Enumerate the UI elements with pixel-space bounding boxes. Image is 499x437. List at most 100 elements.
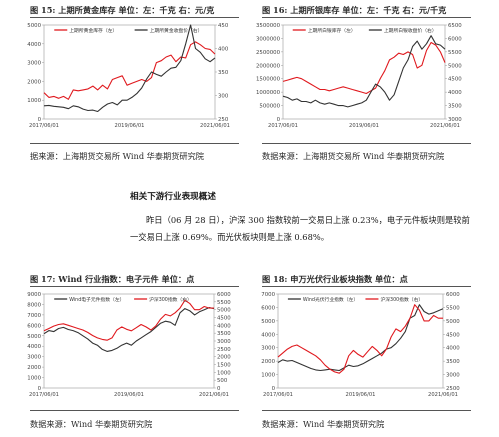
x-tick-label: 2021/06/01	[200, 123, 230, 129]
x-tick-label: 2021/06/01	[428, 392, 458, 398]
y-right-tick-label: 4500	[448, 77, 462, 83]
chart-photovoltaic: 0 1000 2000 3000 4000 5000 6000 7000 2500 3000 350…	[261, 292, 460, 398]
legend-label-2: 沪深300指数（右）	[149, 296, 192, 303]
y-right-tick-label: 2000	[217, 355, 231, 361]
figure-15-title: 图 15: 上期所黄金库存 单位：左：千克 右：元/克	[30, 5, 215, 15]
y-right-tick-label: 6000	[446, 292, 460, 298]
y-left-tick-label: 9000	[27, 292, 41, 298]
plot-frame	[43, 293, 215, 389]
y-left-tick-label: 7000	[27, 313, 41, 319]
figure-16-bottom-rule	[262, 143, 471, 144]
series-line-2	[277, 304, 443, 374]
y-left-tick-label: 2000	[261, 359, 275, 365]
x-tick-label: 2017/06/01	[268, 123, 298, 129]
y-right-tick-label: 5500	[446, 305, 460, 311]
series-line-1	[282, 41, 446, 95]
y-left-tick-label: 4000	[27, 344, 41, 350]
figure-18-title: 图 18: 申万光伏行业板块指数 单位：点	[262, 274, 408, 284]
y-right-tick-label: 3500	[217, 331, 231, 337]
x-tick-label: 2021/06/01	[199, 392, 229, 398]
y-left-tick-label: 5000	[27, 23, 41, 29]
y-right-tick-label: 5500	[448, 50, 462, 56]
y-right-tick-label: 3000	[448, 117, 462, 123]
y-right-tick-label: 4000	[448, 90, 462, 96]
y-right-tick-label: 4500	[446, 332, 460, 338]
x-tick-label: 2017/06/01	[29, 123, 59, 129]
y-right-tick-label: 4000	[446, 346, 460, 352]
figure-17-bottom-rule	[30, 410, 239, 411]
y-right-tick-label: 1500	[217, 363, 231, 369]
figure-18-title-rule	[262, 286, 471, 287]
y-left-tick-label: 1500000	[256, 77, 281, 83]
legend-label-1: 上期所白银库存（左）	[308, 27, 356, 34]
y-right-tick-label: 5000	[446, 319, 460, 325]
y-right-tick-label: 5000	[217, 308, 231, 314]
series-line-2	[282, 35, 446, 108]
y-right-tick-label: 3500	[448, 104, 462, 110]
y-left-tick-label: 2000	[27, 79, 41, 85]
y-left-tick-label: 4000	[27, 42, 41, 48]
y-left-tick-label: 1000000	[256, 90, 281, 96]
legend-label-1: 上期所黄金库存（左）	[69, 27, 117, 34]
y-left-tick-label: 1000	[27, 98, 41, 104]
x-tick-label: 2017/06/01	[263, 392, 293, 398]
y-right-tick-label: 6000	[448, 36, 462, 42]
y-right-tick-label: 6500	[448, 23, 462, 29]
x-tick-label: 2019/06/01	[115, 123, 145, 129]
legend-label-1: Wind电子元件指数（左）	[69, 296, 124, 303]
y-left-tick-label: 2500000	[256, 50, 281, 56]
figure-16-title-rule	[262, 17, 471, 18]
y-left-tick-label: 5000	[261, 319, 275, 325]
legend-label-2: 上期所白银收盘价（右）	[384, 27, 437, 34]
series-line-1	[43, 41, 216, 100]
figure-18-bottom-rule	[262, 410, 471, 411]
x-tick-label: 2019/06/01	[349, 123, 379, 129]
figure-17-source: 数据来源：Wind 华泰期货研究院	[30, 419, 153, 429]
y-left-tick-label: 6000	[261, 305, 275, 311]
plot-frame	[43, 24, 216, 120]
legend-label-2: 沪深300指数（右）	[380, 296, 423, 303]
figure-17-title: 图 17: Wind 行业指数：电子元件 单位：点	[30, 274, 195, 284]
y-left-tick-label: 0	[38, 117, 42, 123]
y-right-tick-label: 3500	[446, 359, 460, 365]
y-right-tick-label: 1000	[217, 370, 231, 376]
y-left-tick-label: 1000	[261, 373, 275, 379]
y-right-tick-label: 5000	[448, 63, 462, 69]
y-left-tick-label: 7000	[261, 292, 275, 298]
y-left-tick-label: 500000	[259, 104, 280, 110]
y-right-tick-label: 450	[218, 23, 229, 29]
y-left-tick-label: 6000	[27, 323, 41, 329]
y-left-tick-label: 0	[272, 386, 276, 392]
chart-electronic-components: 0 1000 2000 3000 4000 5000 6000 7000 8000 9000 0 50…	[27, 292, 231, 398]
x-tick-label: 2017/06/01	[29, 392, 59, 398]
chart-silver-inventory: 0 500000 1000000 1500000 2000000 2500000 30000…	[256, 23, 462, 129]
x-tick-label: 2019/06/01	[346, 392, 376, 398]
y-left-tick-label: 0	[38, 386, 42, 392]
y-right-tick-label: 400	[218, 47, 229, 53]
figure-15-source: 据来源：上海期货交易所 Wind 华泰期货研究院	[30, 151, 204, 161]
figure-15-bottom-rule	[30, 143, 239, 144]
y-right-tick-label: 500	[217, 378, 228, 384]
x-tick-label: 2019/06/01	[114, 392, 144, 398]
chart-gold-inventory: 0 1000 2000 3000 4000 5000 250 300 350 400 450 2017…	[27, 23, 230, 129]
y-right-tick-label: 2500	[446, 386, 460, 392]
figure-18-source: 数据来源：Wind 华泰期货研究院	[262, 419, 385, 429]
y-left-tick-label: 4000	[261, 332, 275, 338]
y-left-tick-label: 2000	[27, 365, 41, 371]
section-heading: 相关下游行业表现概述	[130, 192, 216, 202]
y-left-tick-label: 1000	[27, 376, 41, 382]
figure-17-title-rule	[30, 286, 239, 287]
series-line-1	[277, 304, 444, 372]
y-right-tick-label: 4000	[217, 323, 231, 329]
plot-frame	[277, 293, 444, 389]
y-left-tick-label: 3000	[261, 346, 275, 352]
y-right-tick-label: 350	[218, 70, 229, 76]
legend-label-1: Wind光伏行业指数（左）	[303, 296, 358, 303]
series-line-2	[43, 299, 214, 341]
y-right-tick-label: 3000	[446, 373, 460, 379]
y-right-tick-label: 300	[218, 94, 229, 100]
y-left-tick-label: 3500000	[256, 23, 281, 29]
figure-15-title-rule	[30, 17, 239, 18]
figure-16-source: 数据来源：上海期货交易所 Wind 华泰期货研究院	[262, 151, 445, 161]
y-right-tick-label: 3000	[217, 339, 231, 345]
